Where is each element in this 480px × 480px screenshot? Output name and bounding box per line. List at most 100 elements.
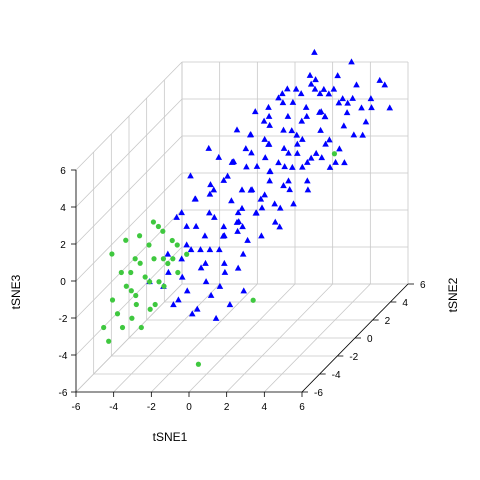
data-point-triangle: [321, 113, 329, 120]
data-point-triangle: [258, 204, 266, 211]
data-point-triangle: [348, 58, 355, 65]
data-point-circle: [169, 237, 175, 244]
data-point-triangle: [275, 159, 282, 166]
data-point-circle: [109, 251, 115, 257]
data-point-triangle: [261, 135, 268, 142]
data-point-triangle: [234, 209, 242, 216]
data-point-circle: [106, 338, 112, 344]
data-point-triangle: [311, 48, 318, 55]
data-point-circle: [137, 260, 143, 266]
data-point-triangle: [221, 232, 228, 239]
data-point-triangle: [318, 154, 326, 161]
data-point-triangle: [353, 81, 360, 88]
data-point-triangle: [279, 99, 287, 106]
data-point-triangle: [261, 154, 269, 161]
data-point-circle: [142, 274, 148, 280]
data-point-circle: [123, 283, 129, 289]
data-point-circle: [184, 251, 190, 257]
data-point-triangle: [359, 131, 366, 138]
data-point-circle: [128, 288, 134, 294]
grid-line-left-z: [75, 98, 183, 208]
data-point-triangle: [299, 135, 306, 142]
data-point-triangle: [293, 131, 301, 138]
data-point-circle: [195, 361, 202, 367]
grid-line-left-z: [75, 246, 183, 356]
data-point-circle: [165, 260, 171, 267]
data-point-circle: [133, 301, 139, 308]
z-tick-label: 6: [60, 166, 66, 177]
data-point-triangle: [266, 121, 273, 128]
x-tick-label: -2: [147, 402, 156, 413]
data-point-triangle: [197, 246, 204, 253]
data-point-triangle: [265, 103, 272, 110]
data-point-triangle: [279, 90, 286, 97]
data-point-triangle: [178, 255, 185, 262]
data-point-triangle: [298, 117, 306, 124]
data-point-circle: [147, 306, 153, 312]
data-point-triangle: [294, 149, 301, 156]
data-point-triangle: [205, 144, 213, 151]
data-point-triangle: [234, 227, 241, 234]
x-tick-label: 0: [186, 402, 192, 413]
y-tick-label: 2: [385, 316, 391, 327]
data-point-triangle: [297, 90, 305, 97]
data-point-triangle: [207, 291, 215, 298]
data-point-circle: [132, 256, 138, 262]
data-point-triangle: [191, 195, 199, 202]
data-point-triangle: [230, 158, 238, 165]
y-tick-label: 4: [402, 298, 408, 309]
data-point-triangle: [197, 264, 205, 271]
data-point-triangle: [202, 278, 210, 285]
data-point-triangle: [289, 98, 297, 105]
grid-line-left-z: [75, 172, 183, 282]
data-point-circle: [138, 324, 144, 331]
data-point-triangle: [212, 314, 220, 321]
data-point-triangle: [183, 241, 190, 248]
data-point-triangle: [334, 72, 341, 79]
data-point-triangle: [201, 232, 209, 239]
data-point-triangle: [183, 222, 190, 229]
data-point-triangle: [285, 149, 292, 156]
data-point-circle: [101, 324, 107, 331]
data-point-triangle: [302, 103, 310, 110]
data-point-triangle: [336, 145, 343, 152]
data-point-triangle: [221, 268, 229, 275]
data-point-triangle: [170, 301, 177, 308]
y-tick-label: -2: [349, 352, 358, 363]
data-point-circle: [123, 237, 129, 243]
data-point-triangle: [316, 90, 324, 97]
y-tick-label: 6: [420, 280, 426, 291]
grid-line-left-z: [75, 209, 183, 319]
data-point-triangle: [284, 85, 291, 92]
data-point-circle: [160, 256, 167, 262]
data-point-triangle: [216, 282, 224, 289]
data-point-triangle: [239, 223, 246, 230]
z-tick-label: 4: [60, 203, 66, 214]
data-point-triangle: [367, 95, 375, 102]
data-point-triangle: [211, 213, 218, 220]
data-point-circle: [160, 228, 166, 234]
grid-line-left-z: [75, 61, 183, 171]
data-point-triangle: [246, 131, 254, 138]
data-point-triangle: [233, 126, 241, 133]
data-point-triangle: [239, 250, 247, 257]
data-point-triangle: [294, 140, 301, 147]
data-point-circle: [146, 279, 153, 285]
data-point-triangle: [276, 223, 283, 230]
data-point-triangle: [206, 209, 213, 216]
data-point-triangle: [261, 191, 268, 198]
data-point-circle: [136, 233, 143, 239]
data-point-triangle: [253, 162, 261, 169]
data-point-circle: [250, 297, 256, 303]
data-point-circle: [156, 279, 162, 285]
data-point-triangle: [281, 163, 288, 170]
data-point-circle: [155, 223, 162, 230]
data-point-triangle: [284, 112, 292, 119]
data-point-triangle: [330, 85, 338, 92]
z-tick-label: -4: [59, 351, 68, 362]
data-point-triangle: [307, 154, 315, 161]
x-axis-label: tSNE1: [153, 430, 188, 444]
data-point-triangle: [322, 140, 329, 147]
data-point-triangle: [248, 149, 255, 156]
